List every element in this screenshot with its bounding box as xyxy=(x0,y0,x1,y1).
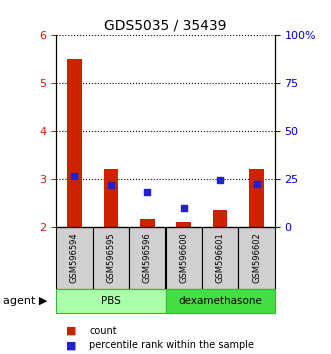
Bar xyxy=(56,289,166,313)
Text: PBS: PBS xyxy=(101,296,121,306)
Bar xyxy=(202,227,238,289)
Bar xyxy=(166,289,275,313)
Bar xyxy=(104,169,118,227)
Text: GSM596601: GSM596601 xyxy=(215,232,225,283)
Text: GSM596595: GSM596595 xyxy=(106,232,116,283)
Bar xyxy=(129,227,166,289)
Text: GSM596600: GSM596600 xyxy=(179,232,188,283)
Bar xyxy=(166,227,202,289)
Text: GSM596596: GSM596596 xyxy=(143,232,152,283)
Point xyxy=(108,182,114,187)
Point xyxy=(145,189,150,195)
Bar xyxy=(176,222,191,227)
Text: ■: ■ xyxy=(66,326,77,336)
Point xyxy=(181,206,186,211)
Text: GSM596594: GSM596594 xyxy=(70,232,79,283)
Bar xyxy=(213,210,227,227)
Text: agent ▶: agent ▶ xyxy=(3,296,48,306)
Point xyxy=(217,177,223,183)
Text: dexamethasone: dexamethasone xyxy=(178,296,262,306)
Text: GSM596602: GSM596602 xyxy=(252,232,261,283)
Text: ■: ■ xyxy=(66,340,77,350)
Text: count: count xyxy=(89,326,117,336)
Bar xyxy=(238,227,275,289)
Bar xyxy=(93,227,129,289)
Text: percentile rank within the sample: percentile rank within the sample xyxy=(89,340,254,350)
Point xyxy=(72,173,77,179)
Point xyxy=(254,181,259,186)
Bar xyxy=(140,219,155,227)
Bar xyxy=(67,59,82,227)
Title: GDS5035 / 35439: GDS5035 / 35439 xyxy=(104,19,227,33)
Bar xyxy=(56,227,93,289)
Bar xyxy=(249,169,264,227)
